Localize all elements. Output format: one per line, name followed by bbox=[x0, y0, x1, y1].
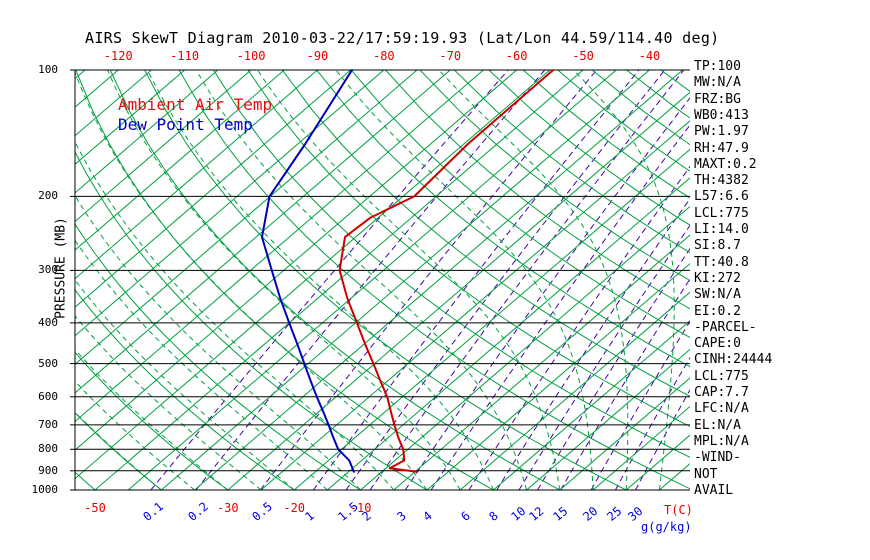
pressure-tick-label: 900 bbox=[38, 463, 58, 477]
right-panel-item: MPL:N/A bbox=[694, 433, 749, 449]
pressure-grid bbox=[70, 69, 690, 491]
ambient-temp-profile-line bbox=[338, 69, 555, 473]
right-panel-item: TP:100 bbox=[694, 59, 741, 74]
right-panel-item: CAPE:0 bbox=[694, 336, 741, 352]
dry-adiabat-lines bbox=[75, 70, 690, 490]
top-temp-label: -120 bbox=[103, 49, 133, 63]
right-panel-item: LCL:775 bbox=[694, 205, 749, 221]
right-panel-item: -PARCEL- bbox=[694, 319, 757, 335]
pressure-tick-label: 800 bbox=[38, 442, 58, 456]
top-temp-label: -80 bbox=[372, 49, 395, 63]
mixing-axis-unit-label: g(g/kg) bbox=[641, 520, 692, 534]
top-temp-label: -50 bbox=[572, 49, 594, 63]
pressure-tick-label: 200 bbox=[38, 189, 58, 203]
right-panel-item: TT:40.8 bbox=[694, 254, 749, 270]
isotherm-lines bbox=[75, 70, 690, 490]
legend-ambient-temp: Ambient Air Temp bbox=[118, 95, 273, 114]
right-panel-item: PW:1.97 bbox=[694, 124, 749, 140]
chart-title: AIRS SkewT Diagram 2010-03-22/17:59:19.9… bbox=[85, 29, 720, 47]
right-panel-item: EL:N/A bbox=[694, 417, 741, 433]
pressure-tick-label: 300 bbox=[38, 263, 58, 277]
top-temp-label: -60 bbox=[505, 49, 528, 63]
temp-axis-unit-label: T(C) bbox=[664, 503, 693, 517]
right-panel-item: LCL:775 bbox=[694, 368, 749, 384]
background-line-families bbox=[75, 70, 690, 490]
top-temp-label: -110 bbox=[170, 49, 200, 63]
right-panel-item: RH:47.9 bbox=[694, 140, 749, 156]
right-panel-item: LFC:N/A bbox=[694, 401, 749, 417]
pressure-tick-label: 700 bbox=[38, 417, 58, 431]
dew-point-profile-line bbox=[261, 69, 355, 473]
bottom-temp-label: -10 bbox=[349, 501, 372, 515]
right-panel-item: NOT bbox=[694, 466, 718, 482]
pressure-tick-label: 600 bbox=[38, 389, 58, 403]
right-panel-item: FRZ:BG bbox=[694, 91, 741, 107]
right-panel-item: WB0:413 bbox=[694, 107, 749, 123]
pressure-tick-label: 500 bbox=[38, 356, 58, 370]
top-temp-label: -90 bbox=[306, 49, 329, 63]
pressure-tick-label: 100 bbox=[38, 63, 58, 76]
top-temp-label: -70 bbox=[439, 49, 462, 63]
right-panel-item: SI:8.7 bbox=[694, 238, 741, 254]
right-panel-item: MAXT:0.2 bbox=[694, 156, 757, 172]
right-panel-item: TH:4382 bbox=[694, 173, 749, 189]
right-panel-item: SW:N/A bbox=[694, 287, 741, 303]
bottom-temp-label: -30 bbox=[216, 501, 239, 515]
pressure-tick-label: 1000 bbox=[31, 483, 59, 496]
right-panel-item: -WIND- bbox=[694, 450, 741, 466]
legend-dew-point: Dew Point Temp bbox=[118, 115, 253, 134]
bottom-temp-label: -50 bbox=[84, 501, 106, 515]
right-panel-item: L57:6.6 bbox=[694, 189, 749, 205]
right-panel-item: MW:N/A bbox=[694, 75, 741, 91]
mixing-ratio-lines bbox=[150, 70, 690, 490]
top-temp-label: -40 bbox=[638, 49, 661, 63]
right-panel-item: CINH:24444 bbox=[694, 352, 773, 368]
right-panel-item: LI:14.0 bbox=[694, 222, 749, 237]
top-temp-label: -100 bbox=[236, 49, 266, 63]
right-panel-item: KI:272 bbox=[694, 270, 741, 286]
right-panel-item: AVAIL bbox=[694, 482, 734, 498]
right-panel-item: EI:0.2 bbox=[694, 303, 741, 319]
bottom-temp-label: -20 bbox=[283, 501, 306, 515]
pressure-tick-label: 400 bbox=[38, 315, 58, 329]
right-panel-item: CAP:7.7 bbox=[694, 385, 749, 400]
